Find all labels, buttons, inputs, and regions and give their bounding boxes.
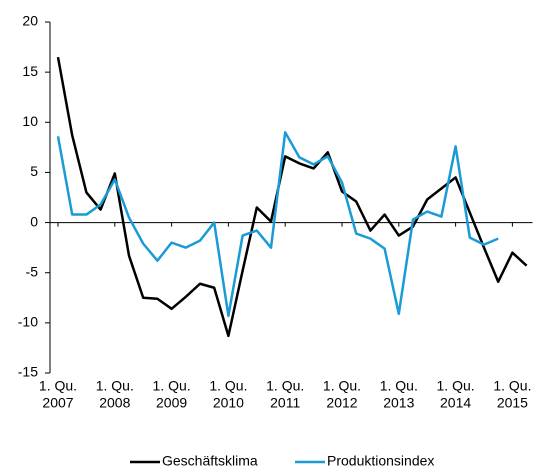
x-tick-label: 1. Qu. xyxy=(266,378,304,394)
x-tick-label: 2014 xyxy=(440,395,471,411)
x-tick-label: 2007 xyxy=(42,395,73,411)
y-tick-label: -10 xyxy=(18,314,38,330)
x-tick-label: 1. Qu. xyxy=(209,378,247,394)
y-tick-label: 15 xyxy=(22,63,38,79)
legend-label: Produktionsindex xyxy=(327,453,434,469)
x-tick-label: 2012 xyxy=(326,395,357,411)
y-tick-label: -15 xyxy=(18,364,38,380)
x-tick-label: 2008 xyxy=(99,395,130,411)
y-tick-label: 0 xyxy=(30,213,38,229)
x-tick-label: 1. Qu. xyxy=(39,378,77,394)
x-tick-label: 1. Qu. xyxy=(493,378,531,394)
y-tick-label: -5 xyxy=(26,263,39,279)
y-tick-label: 20 xyxy=(22,13,38,29)
x-tick-label: 2011 xyxy=(270,395,300,411)
y-tick-label: 10 xyxy=(22,113,38,129)
x-tick-label: 1. Qu. xyxy=(153,378,191,394)
x-tick-label: 1. Qu. xyxy=(437,378,475,394)
x-tick-label: 2010 xyxy=(213,395,244,411)
x-tick-label: 1. Qu. xyxy=(380,378,418,394)
y-tick-label: 5 xyxy=(30,163,38,179)
x-tick-label: 2009 xyxy=(156,395,187,411)
x-tick-label: 1. Qu. xyxy=(96,378,134,394)
legend-label: Geschäftsklima xyxy=(162,453,258,469)
x-tick-label: 1. Qu. xyxy=(323,378,361,394)
x-tick-label: 2013 xyxy=(383,395,414,411)
line-series xyxy=(56,131,499,318)
line-series xyxy=(56,56,528,338)
x-tick-label: 2015 xyxy=(497,395,528,411)
